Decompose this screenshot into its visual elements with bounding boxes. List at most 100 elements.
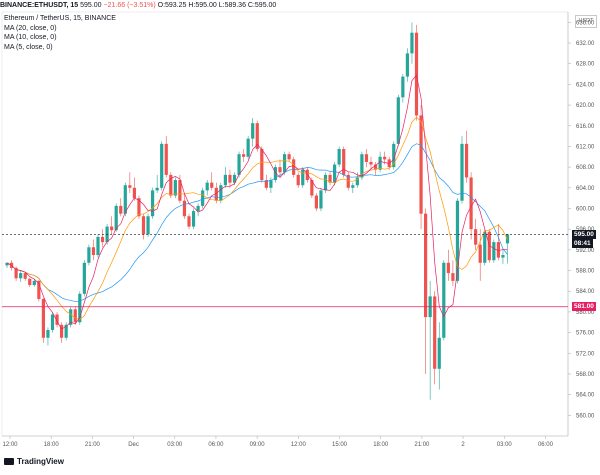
y-tick-label: 584.00 [576, 289, 595, 295]
tradingview-logo[interactable]: TradingView [4, 456, 64, 468]
candle-body [378, 156, 382, 170]
candle-body [478, 244, 482, 263]
x-tick-label: 03:00 [497, 442, 513, 448]
candle-body [219, 185, 223, 201]
candle-body [82, 262, 86, 294]
candle-body [278, 167, 282, 173]
candle-body [260, 149, 264, 181]
symbol-title[interactable]: BINANCE:ETHUSDT, 15 [0, 2, 79, 9]
candle-body [91, 247, 96, 256]
y-tick-label: 572.00 [576, 351, 595, 357]
legend-series-title[interactable]: Ethereum / TetherUS, 15, BINANCE [4, 15, 116, 22]
candle-body [164, 143, 168, 175]
candle-body [246, 138, 250, 157]
candle-body [151, 190, 155, 217]
candle-body [155, 187, 159, 191]
level-price-tag: 581.00 [572, 302, 596, 312]
legend-ma5[interactable]: MA (5, close, 0) [4, 43, 53, 51]
y-tick-label: 636.00 [576, 20, 595, 26]
currency-button[interactable]: USDT [575, 15, 597, 28]
candle-body [114, 205, 118, 231]
ma-line [6, 143, 508, 303]
countdown-value: 08:41 [574, 239, 591, 247]
candle-body [123, 185, 127, 214]
candle-body [269, 180, 273, 188]
x-tick-label: 03:00 [167, 442, 183, 448]
candle-body [328, 174, 332, 183]
candle-body [119, 205, 123, 214]
x-tick-label: 06:00 [208, 442, 224, 448]
y-tick-label: 576.00 [576, 331, 595, 337]
candle-body [455, 200, 460, 281]
y-tick-label: 632.00 [576, 41, 595, 47]
candle-body [19, 273, 23, 279]
candle-body [373, 164, 378, 170]
candle-body [346, 174, 350, 188]
x-tick-label: 21:00 [414, 442, 430, 448]
candle-body [14, 267, 18, 279]
legend-ma20[interactable]: MA (20, close, 0) [4, 24, 57, 32]
candle-body [333, 164, 337, 183]
candle-body [205, 182, 209, 191]
candle-body [501, 255, 505, 258]
candle-body [351, 185, 355, 188]
candle-body [182, 200, 187, 217]
candle-body [437, 337, 441, 369]
candle-body [442, 262, 446, 338]
candle-body [160, 143, 164, 188]
candle-body [273, 167, 278, 181]
countdown-tag: 08:41 [572, 238, 593, 248]
legend-ma10[interactable]: MA (10, close, 0) [4, 34, 57, 41]
ma-line [6, 74, 508, 330]
candle-body [292, 159, 296, 175]
candle-body [50, 314, 55, 330]
candle-body [364, 154, 369, 162]
x-tick-label: 12:00 [291, 442, 307, 448]
chart-legend: Ethereum / TetherUS, 15, BINANCE MA (20,… [4, 14, 116, 52]
candle-body [178, 180, 182, 201]
candle-body [446, 262, 450, 274]
candle-body [169, 174, 173, 196]
x-tick-label: 18:00 [373, 442, 389, 448]
candle-body [360, 154, 364, 178]
candle-body [46, 330, 50, 338]
candle-body [469, 177, 473, 230]
y-tick-label: 624.00 [576, 82, 595, 88]
candle-body [460, 143, 464, 201]
candle-body [314, 195, 318, 209]
candle-body [128, 185, 132, 188]
candle-body [342, 149, 346, 175]
x-tick-label: 09:00 [250, 442, 266, 448]
candle-body [301, 169, 305, 186]
candle-body [141, 216, 146, 235]
candle-body [496, 242, 500, 258]
candle-body [110, 226, 114, 231]
candle-body [296, 174, 300, 186]
candle-body [383, 156, 387, 160]
x-tick-label: 06:00 [538, 442, 554, 448]
candle-body [87, 247, 91, 263]
candle-body [132, 187, 136, 199]
candle-body [173, 180, 177, 196]
candle-body [255, 123, 259, 150]
x-tick-label: 15:00 [332, 442, 348, 448]
candle-body [137, 198, 141, 217]
candle-body [424, 213, 428, 318]
candle-body [187, 216, 191, 227]
candle-body [23, 273, 27, 279]
y-tick-label: 612.00 [576, 144, 595, 150]
last-price: 595.00 [80, 2, 102, 9]
candle-body [210, 182, 214, 188]
candle-body [492, 242, 496, 261]
candle-body [464, 143, 469, 178]
price-change: −21.66 (−3.51%) [103, 2, 156, 9]
candle-body [201, 190, 205, 206]
ohlc-values: O:593.25 H:595.00 L:589.36 C:595.00 [157, 2, 277, 9]
candle-body [414, 32, 419, 116]
candle-body [319, 190, 323, 209]
x-tick-label: 21:00 [85, 442, 101, 448]
candle-body [396, 97, 400, 144]
candle-body [287, 154, 291, 160]
candle-body [214, 187, 218, 201]
